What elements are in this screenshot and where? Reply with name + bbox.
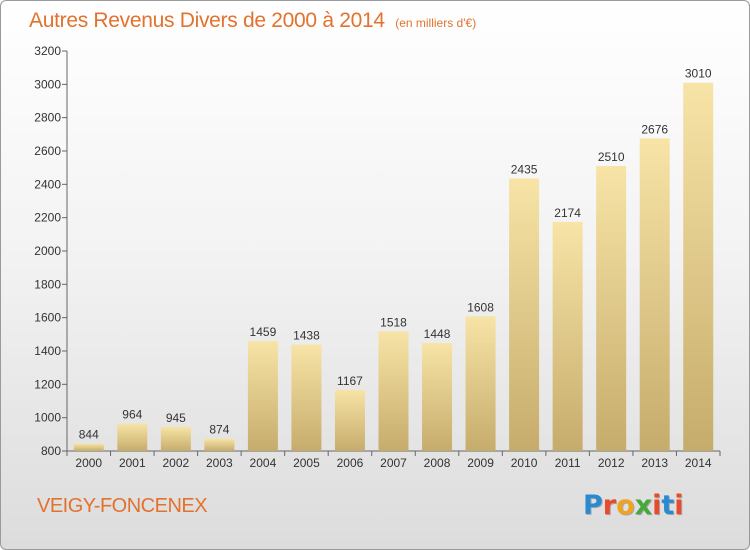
- logo-letter: P: [583, 490, 603, 521]
- data-label: 3010: [685, 67, 712, 81]
- bar: [117, 423, 148, 451]
- logo-letter: t: [661, 490, 675, 521]
- y-tick-label: 1600: [34, 311, 61, 325]
- logo-letter: i: [652, 490, 662, 521]
- y-tick-label: 3200: [34, 44, 61, 58]
- logo-letter: r: [602, 490, 617, 521]
- x-tick-label: 2008: [424, 456, 451, 470]
- bar: [422, 343, 453, 451]
- y-tick-label: 1400: [34, 344, 61, 358]
- commune-name: VEIGY-FONCENEX: [37, 495, 208, 517]
- data-label: 1167: [337, 374, 363, 388]
- bar: [334, 389, 365, 451]
- y-tick-label: 3000: [34, 77, 61, 91]
- x-tick-label: 2000: [75, 456, 102, 470]
- bar: [552, 222, 583, 451]
- x-tick-label: 2007: [380, 456, 407, 470]
- chart-title: Autres Revenus Divers de 2000 à 2014: [29, 9, 385, 32]
- y-tick-label: 2200: [34, 211, 61, 225]
- data-label: 844: [79, 428, 99, 442]
- x-tick-label: 2004: [250, 456, 277, 470]
- x-tick-label: 2002: [162, 456, 189, 470]
- y-tick-label: 2400: [34, 177, 61, 191]
- data-label: 2510: [598, 150, 625, 164]
- logo-letter: x: [634, 490, 653, 521]
- y-tick-label: 1800: [34, 277, 61, 291]
- bar: [378, 331, 409, 451]
- proxiti-logo[interactable]: Proxiti: [583, 490, 684, 521]
- data-label: 964: [122, 408, 142, 422]
- x-tick-label: 2014: [685, 456, 712, 470]
- bar: [465, 316, 496, 451]
- data-label: 1608: [467, 300, 494, 314]
- data-label: 1448: [424, 327, 451, 341]
- title-row: Autres Revenus Divers de 2000 à 2014 (en…: [29, 9, 476, 33]
- bar: [204, 438, 235, 451]
- y-tick-label: 2800: [34, 111, 61, 125]
- data-label: 2174: [554, 206, 581, 220]
- bar: [247, 341, 278, 451]
- bar: [73, 443, 104, 451]
- x-tick-label: 2011: [555, 456, 581, 470]
- y-tick-label: 1200: [34, 377, 61, 391]
- logo-letter: o: [616, 490, 635, 521]
- bar: [683, 82, 714, 452]
- x-tick-label: 2005: [293, 456, 320, 470]
- y-tick-label: 1000: [34, 411, 61, 425]
- x-tick-label: 2009: [467, 456, 494, 470]
- y-tick-label: 2600: [34, 144, 61, 158]
- data-label: 1518: [380, 315, 407, 329]
- x-tick-label: 2010: [511, 456, 538, 470]
- bar: [639, 138, 670, 452]
- x-tick-label: 2012: [598, 456, 625, 470]
- chart-bars: 844 964 945 874 1459 1438 1167 1518 1448 1608 2435…: [73, 67, 714, 452]
- y-tick-label: 2000: [34, 244, 61, 258]
- x-tick-label: 2003: [206, 456, 233, 470]
- data-label: 945: [166, 411, 186, 425]
- data-label: 1459: [250, 325, 277, 339]
- bar: [160, 426, 191, 451]
- data-label: 874: [209, 423, 229, 437]
- chart-subtitle: (en milliers d'€): [395, 16, 477, 30]
- x-tick-label: 2006: [337, 456, 364, 470]
- y-tick-label: 800: [41, 444, 61, 458]
- data-label: 2435: [511, 163, 538, 177]
- x-tick-label: 2001: [119, 456, 146, 470]
- bar: [596, 166, 627, 451]
- bar: [291, 344, 322, 451]
- data-label: 1438: [293, 329, 320, 343]
- logo-letter: i: [674, 490, 684, 521]
- bar: [509, 178, 540, 451]
- data-label: 2676: [641, 122, 668, 136]
- x-tick-label: 2013: [641, 456, 668, 470]
